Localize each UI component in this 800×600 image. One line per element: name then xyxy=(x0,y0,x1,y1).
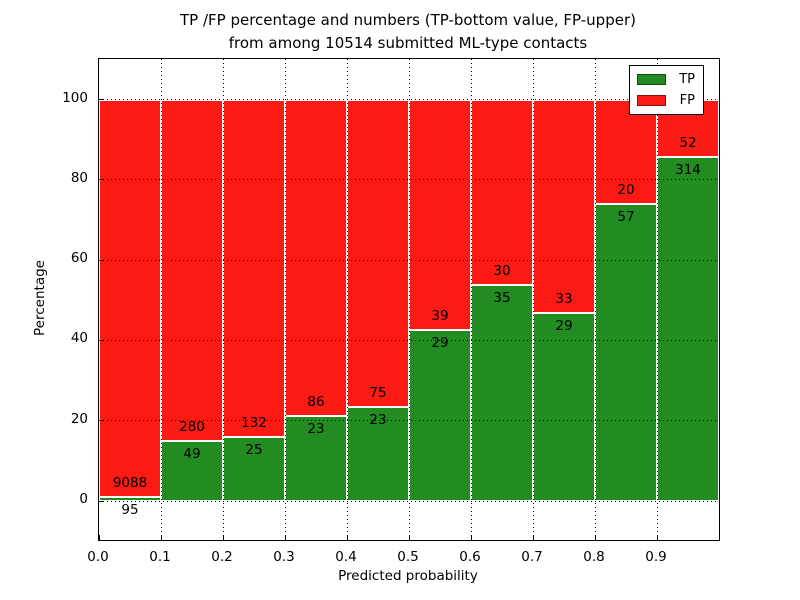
bar-fp-segment xyxy=(595,99,657,204)
bar-tp-segment xyxy=(99,496,161,501)
bar-fp-segment xyxy=(223,99,285,438)
x-tick-mark xyxy=(657,535,658,540)
x-tick-mark xyxy=(595,535,596,540)
tp-color-swatch-icon xyxy=(637,74,666,85)
x-tick-mark xyxy=(285,535,286,540)
fp-count-label: 9088 xyxy=(112,474,148,491)
fp-count-label: 39 xyxy=(431,307,449,324)
tp-count-label: 49 xyxy=(183,446,201,463)
plot-area: 9088 95 280 49 132 25 86 23 75 23 39 29 30 35 33 29 20 57… xyxy=(98,58,720,541)
y-tick-mark xyxy=(99,500,104,502)
y-tick-label: 100 xyxy=(62,89,88,106)
chart-title: TP /FP percentage and numbers (TP-bottom… xyxy=(98,9,718,55)
x-tick-mark xyxy=(347,535,348,540)
bar-tp-segment xyxy=(595,203,657,501)
legend-label-fp: FP xyxy=(679,93,695,108)
x-tick-label: 0.3 xyxy=(273,549,295,565)
x-tick-mark xyxy=(533,535,534,540)
fp-count-label: 86 xyxy=(307,394,325,411)
x-tick-label: 0.4 xyxy=(335,549,357,565)
y-tick-mark xyxy=(99,339,104,341)
x-tick-label: 0.1 xyxy=(149,549,171,565)
fp-count-label: 33 xyxy=(555,291,573,308)
y-tick-label: 0 xyxy=(79,491,88,507)
y-tick-label: 80 xyxy=(70,169,88,186)
x-tick-mark xyxy=(409,535,410,540)
bar-fp-segment xyxy=(285,99,347,417)
fp-count-label: 20 xyxy=(617,181,635,198)
x-tick-label: 0.7 xyxy=(521,549,543,565)
y-axis-label: Percentage xyxy=(32,260,48,336)
tp-count-label: 95 xyxy=(121,501,139,518)
bar-tp-segment xyxy=(223,437,285,501)
bar-tp-segment xyxy=(161,441,223,501)
fp-color-swatch-icon xyxy=(637,95,666,106)
y-tick-label: 60 xyxy=(70,250,88,267)
x-tick-mark xyxy=(161,535,162,540)
y-tick-mark xyxy=(99,99,104,100)
fp-count-label: 280 xyxy=(179,419,205,436)
y-tick-label: 20 xyxy=(70,410,88,427)
x-tick-mark xyxy=(223,535,224,540)
tp-count-label: 23 xyxy=(369,411,387,428)
legend-entry-fp: FP xyxy=(637,93,695,108)
chart-title-line2: from among 10514 submitted ML-type conta… xyxy=(228,34,588,52)
x-tick-label: 0.6 xyxy=(459,549,481,565)
legend-entry-tp: TP xyxy=(637,72,695,87)
bar-fp-segment xyxy=(533,99,595,314)
x-tick-label: 0.0 xyxy=(87,549,109,565)
tp-count-label: 25 xyxy=(245,442,263,459)
y-tick-mark xyxy=(99,420,104,422)
tp-count-label: 29 xyxy=(555,318,573,335)
x-tick-mark xyxy=(99,535,100,540)
tp-count-label: 35 xyxy=(493,289,511,306)
x-tick-label: 0.5 xyxy=(397,549,419,565)
legend: TP FP xyxy=(629,65,704,115)
fp-count-label: 52 xyxy=(679,134,697,151)
tp-count-label: 29 xyxy=(431,334,449,351)
tp-count-label: 314 xyxy=(675,161,701,178)
legend-label-tp: TP xyxy=(679,72,695,87)
x-axis-label: Predicted probability xyxy=(338,568,478,584)
y-tick-mark xyxy=(99,179,104,181)
x-tick-label: 0.8 xyxy=(583,549,605,565)
x-tick-label: 0.2 xyxy=(211,549,233,565)
bar-tp-segment xyxy=(471,284,533,501)
bar-tp-segment xyxy=(533,313,595,501)
y-tick-mark xyxy=(99,259,104,261)
x-tick-label: 0.9 xyxy=(645,549,667,565)
fp-count-label: 30 xyxy=(493,262,511,279)
bar-fp-segment xyxy=(409,99,471,330)
bar-fp-segment xyxy=(161,99,223,442)
bar-tp-segment xyxy=(657,156,719,501)
fp-count-label: 132 xyxy=(241,415,267,432)
y-tick-label: 40 xyxy=(70,330,88,347)
bar-fp-segment xyxy=(347,99,409,407)
bar-fp-segment xyxy=(99,99,161,497)
chart-title-line1: TP /FP percentage and numbers (TP-bottom… xyxy=(180,11,636,29)
x-tick-mark xyxy=(471,535,472,540)
bar-fp-segment xyxy=(471,99,533,285)
tp-count-label: 57 xyxy=(617,208,635,225)
fp-count-label: 75 xyxy=(369,384,387,401)
tp-count-label: 23 xyxy=(307,421,325,438)
bar-tp-segment xyxy=(285,416,347,501)
bar-tp-segment xyxy=(409,329,471,501)
